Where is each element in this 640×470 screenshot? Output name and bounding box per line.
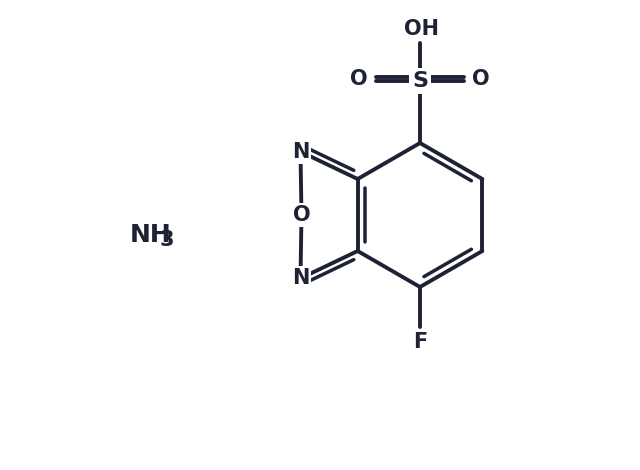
Text: O: O — [472, 69, 490, 89]
Text: NH: NH — [130, 223, 172, 247]
Text: S: S — [412, 71, 428, 91]
Text: OH: OH — [403, 19, 438, 39]
Text: O: O — [350, 69, 368, 89]
Text: 3: 3 — [160, 230, 175, 250]
Text: N: N — [292, 268, 309, 289]
Text: N: N — [292, 141, 309, 162]
Text: O: O — [292, 205, 310, 225]
Text: F: F — [413, 332, 427, 352]
